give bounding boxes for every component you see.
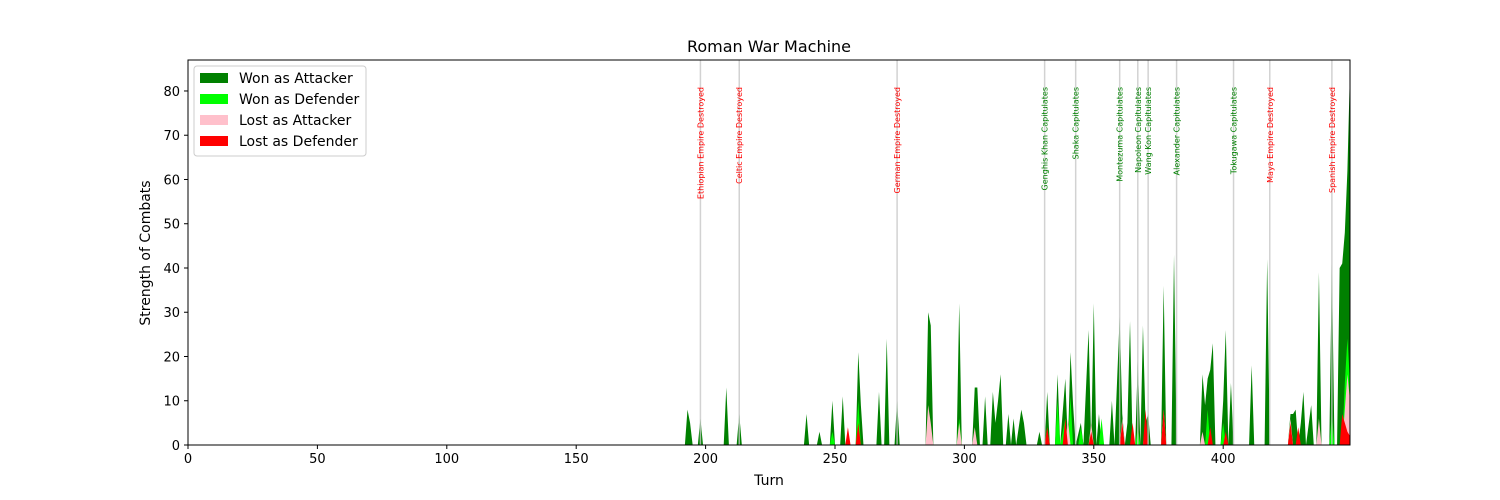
- legend-label-lost-defender: Lost as Defender: [239, 134, 358, 150]
- event-label-9: Tokugawa Capitulates: [1230, 87, 1239, 175]
- legend-swatch-won-defender: [200, 94, 228, 104]
- legend-swatch-lost-defender: [200, 136, 228, 146]
- legend-label-lost-attacker: Lost as Attacker: [239, 113, 351, 129]
- event-label-10: Maya Empire Destroyed: [1266, 87, 1275, 183]
- event-label-0: Ethiopian Empire Destroyed: [696, 87, 705, 199]
- x-axis-ticks: 0 50 100 150 200 250 300 350 400: [184, 445, 1236, 467]
- legend-label-won-defender: Won as Defender: [239, 92, 360, 108]
- legend-box: [193, 65, 367, 157]
- y-tick-label-1: 10: [163, 395, 180, 410]
- y-tick-label-7: 70: [163, 129, 180, 144]
- legend: Won as Attacker Won as Defender Lost as …: [193, 65, 367, 157]
- x-tick-label-8: 400: [1211, 452, 1236, 467]
- y-tick-label-8: 80: [163, 85, 180, 100]
- x-tick-label-1: 50: [309, 452, 326, 467]
- y-tick-label-6: 60: [163, 173, 180, 188]
- y-axis-label: Strength of Combats: [138, 180, 154, 325]
- event-markers: Ethiopian Empire Destroyed Celtic Empire …: [696, 60, 1337, 445]
- event-label-8: Alexander Capitulates: [1173, 87, 1182, 175]
- event-label-1: Celtic Empire Destroyed: [735, 87, 744, 184]
- y-tick-label-3: 30: [163, 306, 180, 321]
- event-label-7: Wang Kon Capitulates: [1144, 87, 1153, 175]
- series-area-0: [684, 68, 1350, 445]
- y-tick-label-2: 20: [163, 350, 180, 365]
- x-tick-label-5: 250: [823, 452, 848, 467]
- plot-frame: [187, 59, 1351, 446]
- event-label-11: Spanish Empire Destroyed: [1328, 87, 1337, 193]
- event-label-5: Montezuma Capitulates: [1116, 87, 1125, 182]
- series-area-3: [845, 409, 1350, 445]
- y-tick-label-0: 0: [172, 439, 180, 454]
- x-tick-label-7: 350: [1081, 452, 1106, 467]
- series-areas: [684, 68, 1350, 445]
- legend-swatch-won-attacker: [200, 73, 228, 83]
- event-label-4: Shaka Capitulates: [1072, 87, 1081, 159]
- x-axis-label: Turn: [753, 473, 784, 489]
- x-tick-label-4: 200: [693, 452, 718, 467]
- x-tick-label-0: 0: [184, 452, 192, 467]
- x-tick-label-3: 150: [564, 452, 589, 467]
- chart-title: Roman War Machine: [687, 37, 851, 56]
- event-label-3: Genghis Khan Capitulates: [1041, 87, 1050, 190]
- event-label-6: Napoleon Capitulates: [1134, 87, 1143, 173]
- legend-swatch-lost-attacker: [200, 115, 228, 125]
- legend-label-won-attacker: Won as Attacker: [239, 71, 353, 87]
- event-label-2: German Empire Destroyed: [893, 87, 902, 193]
- y-tick-label-4: 40: [163, 262, 180, 277]
- y-tick-label-5: 50: [163, 218, 180, 233]
- x-tick-label-6: 300: [952, 452, 977, 467]
- y-axis-ticks: 0 10 20 30 40 50 60 70 80: [163, 85, 188, 454]
- x-tick-label-2: 100: [434, 452, 459, 467]
